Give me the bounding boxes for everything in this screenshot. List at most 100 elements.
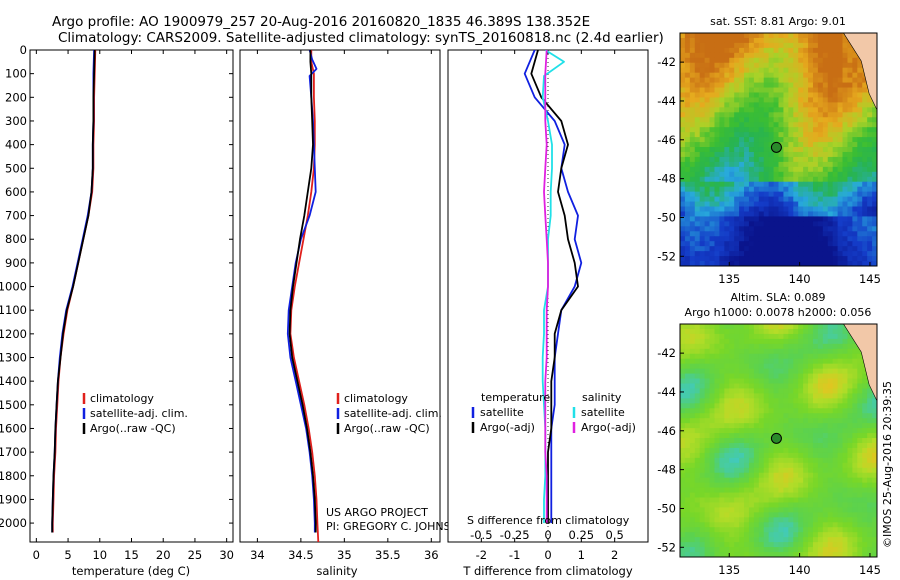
sla-map-cell (827, 542, 834, 548)
sst-map-cell (808, 82, 814, 89)
sla-map-cell (778, 338, 784, 345)
sla-map-cell (724, 408, 730, 414)
sla-map-cell (798, 457, 804, 464)
sst-map-cell (803, 181, 809, 188)
sla-map-cell (808, 457, 814, 464)
sla-map-cell (748, 418, 755, 424)
sst-map-cell (680, 132, 686, 138)
sla-map-cell (808, 497, 814, 503)
sst-map-cell (842, 107, 848, 113)
sst-map-cell (719, 206, 725, 212)
sla-map-cell (872, 512, 877, 518)
sla-map-cell (778, 507, 784, 513)
sst-map-cell (729, 226, 735, 232)
sst-map-cell (793, 196, 799, 203)
sst-map-cell (793, 186, 799, 193)
sst-map-cell (867, 127, 873, 133)
sla-map-cell (832, 507, 839, 513)
sst-map-cell (704, 122, 711, 128)
sla-map-cell (872, 423, 877, 429)
sla-map-cell (773, 517, 779, 523)
sst-map-cell (842, 251, 848, 257)
sla-map-cell (758, 457, 765, 464)
sla-map-cell (842, 368, 848, 375)
sst-map-cell (852, 122, 858, 128)
sla-map-cell (847, 378, 853, 384)
sla-map-cell (768, 507, 775, 513)
sla-map-cell (724, 492, 730, 499)
sla-map-cell (734, 373, 740, 380)
sst-map-cell (758, 226, 765, 232)
temperature-x-tick-label: 25 (188, 548, 203, 562)
sst-map-cell (724, 226, 730, 232)
sst-map-cell (827, 107, 834, 113)
sst-map-cell (812, 201, 819, 208)
sla-map-cell (694, 537, 701, 543)
sst-map-cell (768, 206, 775, 212)
sst-map-cell (798, 221, 804, 227)
sla-map-cell (758, 368, 765, 375)
sla-map-cell (857, 383, 863, 389)
sst-map-cell (709, 241, 715, 247)
difference-legend-header: salinity (582, 391, 622, 404)
sst-map-cell (778, 251, 784, 257)
sst-map-cell (872, 132, 877, 138)
sst-map-cell (827, 241, 834, 247)
sla-map-cell (862, 517, 868, 523)
sla-map-cell (714, 423, 720, 429)
depth-tick-label: 1900 (0, 492, 27, 506)
sst-map-cell (734, 87, 740, 93)
sst-map-cell (689, 127, 696, 133)
sla-map-cell (704, 388, 711, 394)
sla-map-cell (847, 512, 853, 518)
sla-map-cell (699, 452, 706, 459)
sla-map-cell (837, 408, 844, 414)
sst-map-cell (689, 161, 696, 168)
sla-map-cell (744, 383, 750, 389)
sst-map-cell (817, 256, 824, 262)
sst-map-cell (768, 171, 775, 178)
sst-map-cell (724, 97, 730, 103)
sla-map-cell (694, 522, 701, 528)
sla-map-cell (837, 358, 844, 365)
sla-map-cell (803, 418, 809, 424)
sla-map-cell (798, 368, 804, 375)
sla-map-cell (817, 502, 824, 508)
argo-position-marker (770, 141, 782, 153)
sst-map-cell (753, 186, 760, 193)
sst-map-cell (748, 87, 755, 93)
sla-map-cell (812, 408, 819, 414)
sst-map-cell (812, 47, 819, 54)
sst-map-cell (847, 137, 853, 143)
sla-map-cell (832, 348, 839, 355)
sla-map-cell (739, 507, 745, 513)
sst-map-cell (709, 191, 715, 198)
sla-map-cell (763, 522, 770, 528)
sla-map-cell (758, 403, 765, 409)
sst-map-cell (808, 236, 814, 242)
sla-map-cell (729, 482, 735, 489)
map-y-tick-label: -46 (657, 424, 676, 438)
sla-map-cell (699, 348, 706, 355)
sla-map-cell (763, 492, 770, 499)
sla-map-cell (857, 532, 863, 538)
sla-map-cell (872, 413, 877, 419)
sla-map-cell (862, 373, 868, 380)
sst-map-cell (812, 241, 819, 247)
sla-map-cell (788, 487, 794, 494)
sla-map-cell (719, 358, 725, 365)
sla-map-cell (852, 388, 858, 394)
sst-map-cell (763, 117, 770, 123)
sst-map-cell (788, 42, 794, 49)
sst-map-cell (862, 156, 868, 163)
sst-map-cell (709, 57, 715, 64)
sla-map-cell (857, 373, 863, 380)
sla-map-cell (793, 353, 799, 360)
sla-map-cell (763, 547, 770, 553)
sla-map-cell (704, 438, 711, 444)
sst-map-cell (857, 102, 863, 108)
sst-map-cell (739, 261, 745, 266)
sla-map-cell (763, 517, 770, 523)
sla-map-cell (822, 527, 829, 533)
